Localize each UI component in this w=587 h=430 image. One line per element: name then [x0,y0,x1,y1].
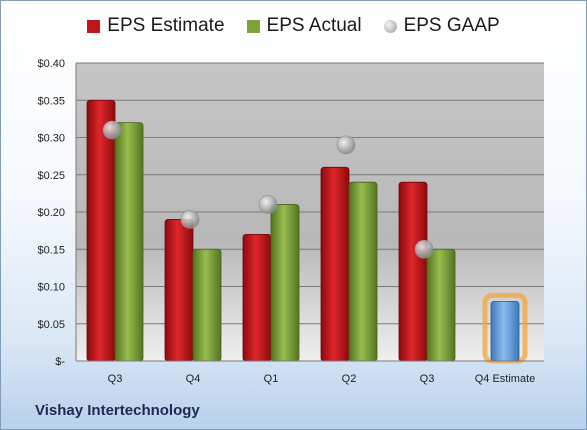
bar-eps-estimate [242,233,272,362]
marker-eps-gaap [258,195,278,214]
x-tick-label: Q3 [108,373,123,385]
legend-swatch-eps-gaap [383,19,397,33]
y-tick-label: $0.25 [37,170,65,182]
y-tick-label: $0.30 [37,133,65,145]
legend-item-eps-gaap: EPS GAAP [383,15,500,37]
bar-eps-estimate [398,181,428,362]
legend-item-eps-estimate: EPS Estimate [87,15,225,37]
company-name: Vishay Intertechnology [35,402,200,419]
bar-eps-actual [426,248,456,362]
marker-eps-gaap [414,239,434,259]
legend: EPS Estimate EPS Actual EPS GAAP [1,15,586,37]
gridlines [76,62,544,325]
bar-eps-actual [192,248,222,362]
legend-swatch-eps-estimate [87,19,101,33]
legend-label-eps-actual: EPS Actual [266,15,362,36]
y-tick-label: $- [55,356,65,368]
legend-label-eps-estimate: EPS Estimate [107,15,225,36]
gaap-markers [102,120,434,259]
x-axis-ticks: Q3 Q4 Q1 Q2 Q3 Q4 Estimate [108,373,536,385]
marker-eps-gaap [102,120,122,140]
marker-eps-gaap [336,135,356,155]
x-tick-label: Q3 [420,373,435,385]
bar-eps-estimate [86,99,116,362]
x-tick-label: Q4 Estimate [475,373,536,385]
bar-eps-actual [114,122,144,362]
x-tick-label: Q4 [186,373,201,385]
y-tick-label: $0.40 [37,58,65,70]
bar-q4-estimate [490,300,520,362]
x-tick-label: Q2 [342,373,357,385]
legend-item-eps-actual: EPS Actual [246,15,362,37]
bars [86,99,528,364]
marker-eps-gaap [180,210,200,229]
legend-label-eps-gaap: EPS GAAP [403,15,500,36]
y-tick-label: $0.05 [37,319,65,331]
bar-eps-actual [348,181,378,362]
bar-eps-actual [270,204,300,362]
y-tick-label: $0.20 [37,207,65,219]
y-tick-label: $0.10 [37,282,65,294]
bar-eps-estimate [164,219,194,362]
y-tick-label: $0.15 [37,244,65,256]
bar-eps-estimate [320,166,350,362]
y-axis-ticks: $- $0.05 $0.10 $0.15 $0.20 $0.25 $0.30 $0.35 $0.… [37,58,65,368]
y-tick-label: $0.35 [37,95,65,107]
legend-swatch-eps-actual [246,19,260,33]
x-tick-label: Q1 [264,373,279,385]
